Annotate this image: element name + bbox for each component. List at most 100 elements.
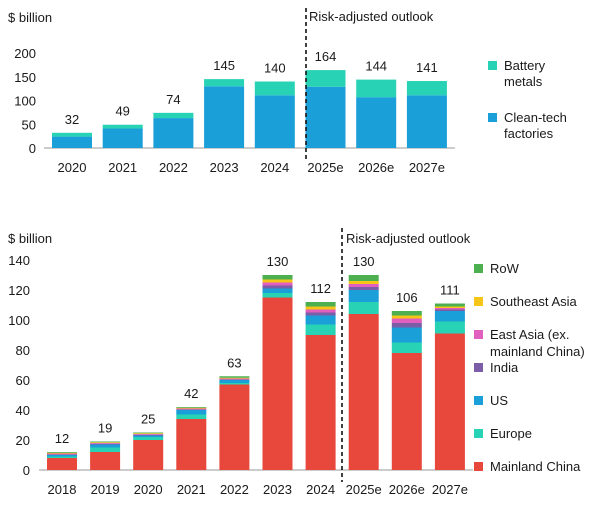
top-y-tick-label-200: 200 xyxy=(14,46,36,61)
bottom-bar-2024-india xyxy=(305,312,336,316)
bottom-x-tick-label-2018: 2018 xyxy=(48,482,77,497)
bottom-bar-2025e-row xyxy=(348,275,379,281)
top-x-tick-label-2025e: 2025e xyxy=(307,160,343,175)
bottom-bar-2020-row xyxy=(133,432,164,434)
bottom-bar-2026e-east-asia-ex-mainland-china xyxy=(391,318,422,323)
top-total-label-2027e: 141 xyxy=(416,60,438,75)
bottom-legend-label-southeast-asia: Southeast Asia xyxy=(490,294,577,309)
bottom-y-tick-label-120: 120 xyxy=(8,283,30,298)
bottom-bar-2019-us xyxy=(90,444,121,448)
bottom-bar-2024-east-asia-ex-mainland-china xyxy=(305,309,336,313)
top-total-label-2020: 32 xyxy=(65,112,79,127)
bottom-bar-2024-mainland-china xyxy=(305,335,336,470)
bottom-x-tick-label-2019: 2019 xyxy=(91,482,120,497)
bottom-legend-swatch-east-asia-ex-mainland-china xyxy=(474,330,483,339)
bottom-bar-2021-east-asia-ex-mainland-china xyxy=(176,408,207,410)
bottom-bar-2025e-us xyxy=(348,290,379,302)
bottom-bar-2022-row xyxy=(219,376,250,378)
bottom-legend-label-india: India xyxy=(490,360,519,375)
bottom-bar-2023-europe xyxy=(262,293,293,298)
bottom-bar-2018-europe xyxy=(47,456,77,458)
bottom-bar-2020-southeast-asia xyxy=(133,433,164,434)
bottom-bar-2023-southeast-asia xyxy=(262,279,293,283)
bottom-total-label-2021: 42 xyxy=(184,386,198,401)
bottom-total-label-2024: 112 xyxy=(310,281,331,296)
top-y-tick-label-150: 150 xyxy=(14,70,36,85)
bottom-bar-2026e-europe xyxy=(391,342,422,353)
bottom-x-tick-label-2022: 2022 xyxy=(220,482,249,497)
top-x-tick-label-2020: 2020 xyxy=(58,160,87,175)
bottom-bar-2022-mainland-china xyxy=(219,384,250,470)
bottom-legend-label-mainland-china: Mainland China xyxy=(490,459,581,474)
top-legend-label-clean-tech-factories-line-2: factories xyxy=(504,126,554,141)
bottom-bar-2021-europe xyxy=(176,414,207,419)
top-total-label-2026e: 144 xyxy=(365,59,387,74)
top-x-tick-label-2022: 2022 xyxy=(159,160,188,175)
bottom-y-tick-label-140: 140 xyxy=(8,253,30,268)
top-bar-2027e-battery-metals xyxy=(406,81,447,96)
bottom-bar-2018-mainland-china xyxy=(47,458,77,470)
bottom-bar-2027e-india xyxy=(434,309,465,311)
bottom-x-tick-label-2020: 2020 xyxy=(134,482,163,497)
top-y-tick-label-100: 100 xyxy=(14,94,36,109)
top-total-label-2021: 49 xyxy=(115,104,129,119)
bottom-total-label-2025e: 130 xyxy=(353,254,375,269)
bottom-bar-2020-east-asia-ex-mainland-china xyxy=(133,434,164,435)
bottom-legend-swatch-india xyxy=(474,363,483,372)
bottom-legend-label-east-asia-ex-mainland-china-line-1: East Asia (ex. xyxy=(490,327,569,342)
bottom-bar-2020-mainland-china xyxy=(133,440,164,470)
top-bar-2022-battery-metals xyxy=(153,112,194,119)
bottom-bar-2025e-europe xyxy=(348,302,379,314)
bottom-y-tick-label-0: 0 xyxy=(23,463,30,478)
bottom-bar-2022-india xyxy=(219,379,250,380)
bottom-bar-2021-southeast-asia xyxy=(176,407,207,409)
bottom-x-tick-label-2024: 2024 xyxy=(306,482,335,497)
bottom-bar-2018-india xyxy=(47,454,77,455)
top-total-label-2025e: 164 xyxy=(315,49,337,64)
bottom-legend-swatch-europe xyxy=(474,429,483,438)
bottom-legend-label-europe: Europe xyxy=(490,426,532,441)
bottom-total-label-2020: 25 xyxy=(141,412,155,427)
bottom-bar-2019-india xyxy=(90,443,121,445)
top-total-label-2024: 140 xyxy=(264,61,286,76)
top-bar-2026e-battery-metals xyxy=(356,79,397,98)
bottom-total-label-2023: 130 xyxy=(267,254,289,269)
top-x-tick-label-2024: 2024 xyxy=(260,160,289,175)
top-bar-2021-battery-metals xyxy=(102,124,143,129)
top-bar-2023-clean-tech-factories xyxy=(204,86,245,148)
top-outlook-label: Risk-adjusted outlook xyxy=(309,9,434,24)
bottom-bar-2025e-east-asia-ex-mainland-china xyxy=(348,284,379,287)
bottom-total-label-2018: 12 xyxy=(55,431,69,446)
bottom-bar-2027e-europe xyxy=(434,321,465,334)
top-legend-swatch-battery-metals xyxy=(488,61,497,70)
bottom-legend-swatch-southeast-asia xyxy=(474,297,483,306)
bottom-bar-2023-mainland-china xyxy=(262,297,293,470)
top-bar-2021-clean-tech-factories xyxy=(102,128,143,148)
bottom-bar-2026e-southeast-asia xyxy=(391,315,422,319)
bottom-total-label-2027e: 111 xyxy=(440,283,460,298)
bottom-bar-2023-east-asia-ex-mainland-china xyxy=(262,282,293,286)
top-bar-2025e-battery-metals xyxy=(305,70,346,87)
bottom-x-tick-label-2023: 2023 xyxy=(263,482,292,497)
bottom-bar-2024-row xyxy=(305,302,336,307)
bottom-y-tick-label-100: 100 xyxy=(8,313,30,328)
bottom-legend-label-east-asia-ex-mainland-china-line-2: mainland China) xyxy=(490,344,585,359)
top-bar-2024-clean-tech-factories xyxy=(254,95,295,148)
top-y-tick-label-50: 50 xyxy=(22,117,36,132)
bottom-bar-2023-row xyxy=(262,275,293,280)
bottom-bar-2021-us xyxy=(176,410,207,415)
bottom-bar-2021-row xyxy=(176,407,207,408)
bottom-bar-2020-us xyxy=(133,435,164,437)
bottom-bar-2027e-mainland-china xyxy=(434,333,465,470)
bottom-bar-2026e-row xyxy=(391,311,422,316)
top-legend-label-battery-metals-line-1: Battery xyxy=(504,58,546,73)
bottom-total-label-2022: 63 xyxy=(227,355,241,370)
bottom-bar-2018-us xyxy=(47,455,77,457)
top-y-axis-label: $ billion xyxy=(8,10,52,25)
bottom-bar-2019-europe xyxy=(90,447,121,452)
bottom-bar-2027e-east-asia-ex-mainland-china xyxy=(434,308,465,310)
top-bar-2020-clean-tech-factories xyxy=(52,136,92,148)
top-bar-2022-clean-tech-factories xyxy=(153,118,194,148)
